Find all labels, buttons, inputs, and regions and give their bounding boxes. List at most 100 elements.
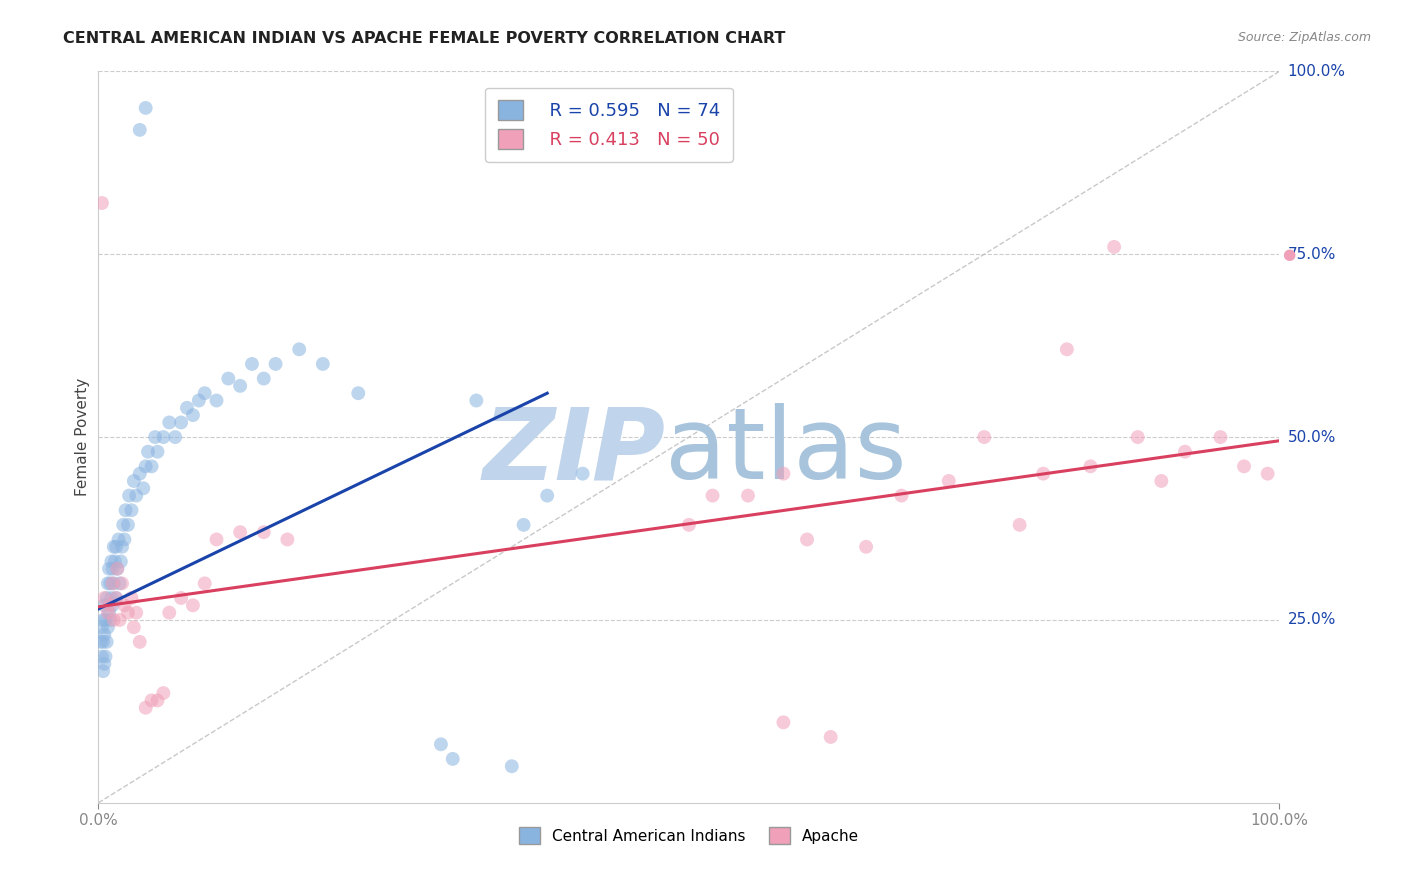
Legend: Central American Indians, Apache: Central American Indians, Apache [512,822,866,850]
Point [170,591,193,605]
Point [103,540,125,554]
Point [112,517,135,532]
Point [938,474,960,488]
Point [135,101,157,115]
Point [141,459,163,474]
Point [128,123,150,137]
Point [117,606,139,620]
Point [128,635,150,649]
Point [194,576,217,591]
Point [1209,430,1232,444]
Point [240,357,263,371]
Point [96,635,118,649]
Point [1056,343,1078,357]
Point [181,408,204,422]
Point [105,540,128,554]
Point [146,693,169,707]
Y-axis label: Female Poverty: Female Poverty [75,378,90,496]
Point [97,620,120,634]
Point [1008,517,1031,532]
Point [143,430,166,444]
Point [229,525,252,540]
Point [1032,467,1054,481]
Point [276,533,298,547]
Point [98,613,121,627]
Point [1102,240,1125,254]
Point [152,686,174,700]
Point [94,649,117,664]
Point [571,467,593,481]
Point [122,474,145,488]
Point [157,606,180,620]
Point [465,393,488,408]
Point [132,481,155,495]
Point [98,562,121,576]
Text: 50.0%: 50.0% [1288,430,1336,444]
Point [111,576,134,591]
Text: atlas: atlas [665,403,907,500]
Point [170,416,193,430]
Point [772,467,794,481]
Point [93,591,115,605]
Point [176,401,198,415]
Point [205,533,228,547]
Text: 75.0%: 75.0% [1288,247,1336,261]
Point [312,357,335,371]
Point [90,635,112,649]
Point [288,343,311,357]
Point [93,627,115,641]
Point [108,576,131,591]
Point [108,613,131,627]
Point [187,393,209,408]
Point [536,489,558,503]
Point [205,393,228,408]
Point [121,503,143,517]
Point [135,459,157,474]
Point [229,379,252,393]
Point [91,664,114,678]
Point [103,576,125,591]
Point [772,715,794,730]
Point [135,700,157,714]
Point [165,430,187,444]
Point [100,554,122,568]
Point [152,430,174,444]
Point [253,371,276,385]
Point [105,591,128,605]
Point [796,533,818,547]
Point [118,489,141,503]
Point [347,386,370,401]
Point [112,533,135,547]
Point [91,196,114,211]
Point [101,576,124,591]
Text: 100.0%: 100.0% [1288,64,1346,78]
Point [253,525,276,540]
Point [125,489,148,503]
Point [1150,474,1173,488]
Point [264,357,287,371]
Point [146,444,169,458]
Point [91,613,114,627]
Point [855,540,877,554]
Point [512,517,534,532]
Point [107,533,129,547]
Point [737,489,759,503]
Point [890,489,912,503]
Text: CENTRAL AMERICAN INDIAN VS APACHE FEMALE POVERTY CORRELATION CHART: CENTRAL AMERICAN INDIAN VS APACHE FEMALE… [63,31,786,46]
Point [441,752,464,766]
Point [103,613,125,627]
Point [117,517,139,532]
Point [104,554,127,568]
Point [820,730,842,744]
Point [93,657,115,671]
Point [194,386,217,401]
Point [125,606,148,620]
Point [100,591,122,605]
Point [105,562,128,576]
Point [501,759,523,773]
Text: Source: ZipAtlas.com: Source: ZipAtlas.com [1237,31,1371,45]
Point [121,591,143,605]
Text: ZIP: ZIP [482,403,665,500]
Point [98,576,121,591]
Point [702,489,724,503]
